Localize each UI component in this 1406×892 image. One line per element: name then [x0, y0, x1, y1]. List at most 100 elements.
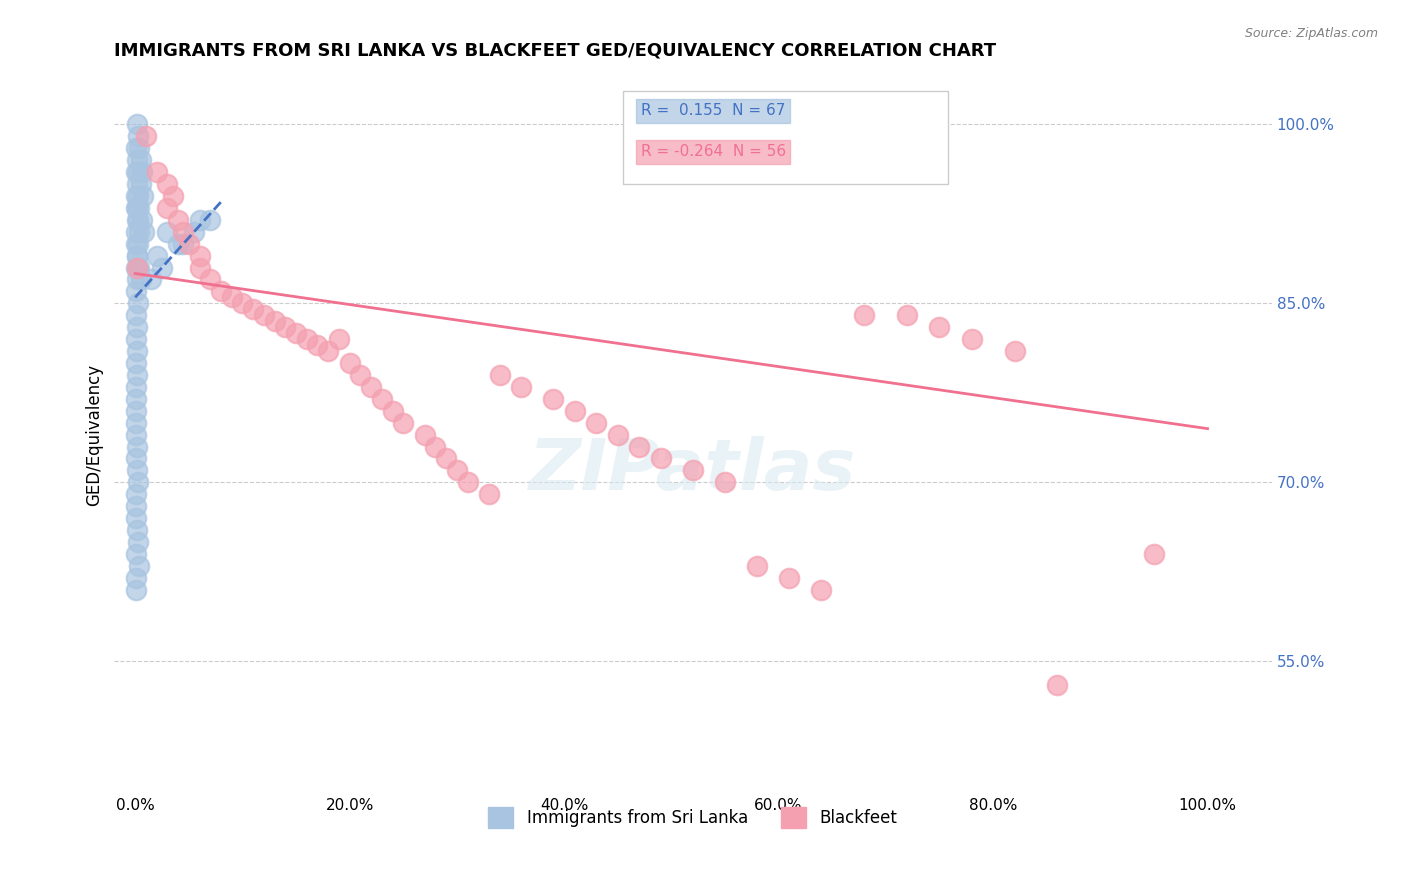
Point	[125, 260, 148, 275]
Point	[188, 212, 211, 227]
Point	[132, 225, 155, 239]
Text: R =  0.155  N = 67: R = 0.155 N = 67	[641, 103, 785, 119]
Point	[129, 153, 152, 168]
Point	[167, 236, 190, 251]
Point	[167, 212, 190, 227]
Point	[127, 165, 149, 179]
Point	[628, 440, 651, 454]
Point	[127, 236, 149, 251]
Point	[125, 285, 148, 299]
Point	[125, 189, 148, 203]
Point	[127, 249, 149, 263]
Point	[127, 177, 149, 191]
Point	[127, 523, 149, 537]
Point	[141, 272, 163, 286]
Legend: Immigrants from Sri Lanka, Blackfeet: Immigrants from Sri Lanka, Blackfeet	[482, 801, 904, 834]
Point	[188, 260, 211, 275]
Point	[127, 344, 149, 359]
Point	[253, 308, 276, 322]
Point	[125, 225, 148, 239]
Point	[543, 392, 565, 406]
Point	[172, 236, 194, 251]
Point	[478, 487, 501, 501]
Point	[125, 332, 148, 346]
Point	[125, 571, 148, 585]
Point	[488, 368, 510, 382]
Point	[156, 201, 179, 215]
Point	[585, 416, 607, 430]
Point	[125, 236, 148, 251]
Point	[127, 475, 149, 490]
Point	[360, 380, 382, 394]
Point	[128, 225, 150, 239]
Point	[650, 451, 672, 466]
Point	[127, 463, 149, 477]
Point	[200, 272, 222, 286]
Point	[131, 165, 153, 179]
Point	[125, 380, 148, 394]
Point	[172, 225, 194, 239]
Point	[1046, 678, 1069, 692]
Point	[928, 320, 950, 334]
Point	[188, 249, 211, 263]
Point	[125, 451, 148, 466]
Point	[129, 272, 152, 286]
Text: R = -0.264  N = 56: R = -0.264 N = 56	[641, 145, 786, 160]
Point	[125, 201, 148, 215]
Point	[127, 212, 149, 227]
Point	[128, 141, 150, 155]
Point	[810, 582, 832, 597]
Point	[125, 308, 148, 322]
Point	[457, 475, 479, 490]
Point	[125, 416, 148, 430]
Point	[328, 332, 350, 346]
Point	[316, 344, 339, 359]
Point	[127, 249, 149, 263]
Text: ZIPatlas: ZIPatlas	[529, 436, 856, 505]
Point	[125, 141, 148, 155]
Point	[339, 356, 361, 370]
Point	[896, 308, 918, 322]
Point	[127, 260, 149, 275]
Point	[1143, 547, 1166, 561]
Point	[200, 212, 222, 227]
Point	[127, 535, 149, 549]
Point	[127, 320, 149, 334]
Point	[135, 129, 157, 144]
Point	[128, 260, 150, 275]
Point	[510, 380, 533, 394]
Point	[127, 189, 149, 203]
Point	[274, 320, 297, 334]
FancyBboxPatch shape	[623, 91, 948, 184]
Point	[127, 440, 149, 454]
Point	[371, 392, 394, 406]
Point	[183, 225, 205, 239]
Point	[307, 338, 329, 352]
Point	[127, 153, 149, 168]
Point	[127, 272, 149, 286]
Point	[127, 201, 149, 215]
Point	[150, 260, 173, 275]
Point	[127, 117, 149, 131]
Point	[425, 440, 447, 454]
Point	[714, 475, 737, 490]
Point	[162, 189, 184, 203]
Point	[177, 236, 200, 251]
Text: Source: ZipAtlas.com: Source: ZipAtlas.com	[1244, 27, 1378, 40]
Point	[145, 165, 167, 179]
Point	[747, 558, 769, 573]
Point	[682, 463, 704, 477]
Point	[392, 416, 415, 430]
Point	[127, 296, 149, 310]
Point	[1004, 344, 1026, 359]
Point	[131, 212, 153, 227]
Point	[125, 582, 148, 597]
Point	[125, 392, 148, 406]
Point	[129, 177, 152, 191]
Point	[125, 427, 148, 442]
Point	[145, 249, 167, 263]
Point	[125, 403, 148, 417]
Point	[127, 260, 149, 275]
Text: IMMIGRANTS FROM SRI LANKA VS BLACKFEET GED/EQUIVALENCY CORRELATION CHART: IMMIGRANTS FROM SRI LANKA VS BLACKFEET G…	[114, 42, 995, 60]
Point	[381, 403, 404, 417]
